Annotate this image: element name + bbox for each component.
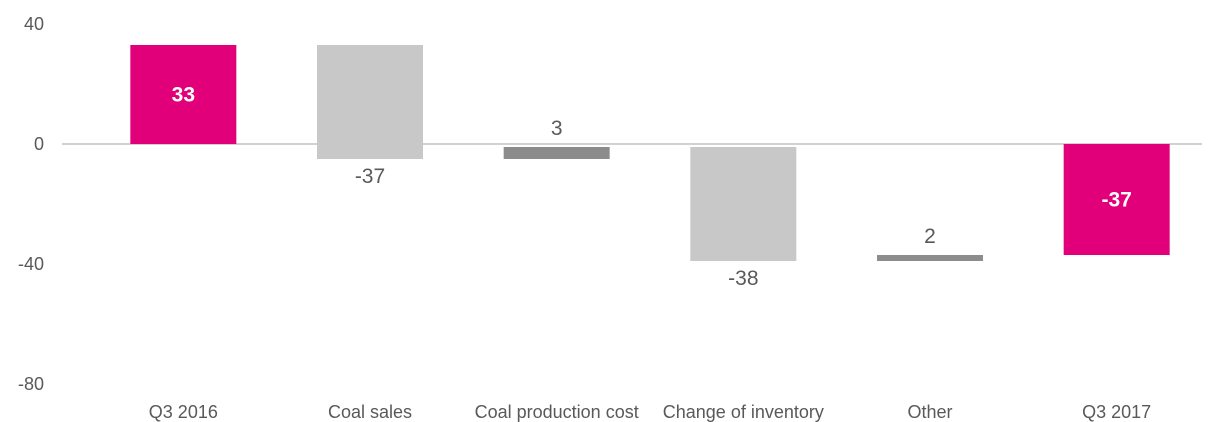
x-category-label: Coal production cost: [475, 402, 639, 422]
y-tick-label: 40: [24, 14, 44, 34]
data-label: 33: [172, 84, 195, 107]
y-tick-label: -80: [18, 374, 44, 394]
bar-5: [877, 255, 983, 261]
x-category-label: Coal sales: [328, 402, 412, 422]
bar-1: [130, 45, 237, 144]
bars-group: [130, 45, 1170, 261]
y-tick-label: -40: [18, 254, 44, 274]
data-label: -37: [355, 165, 385, 188]
data-label: 2: [924, 225, 936, 248]
x-category-label: Change of inventory: [663, 402, 824, 422]
bar-4: [690, 147, 797, 261]
x-axis-categories: Q3 2016 Coal sales Coal production cost Cha…: [149, 402, 1151, 422]
bar-6: [1063, 144, 1170, 255]
data-labels-group: 33 -37 3 -38 2 -37: [172, 84, 1132, 291]
y-tick-label: 0: [34, 134, 44, 154]
x-category-label: Q3 2016: [149, 402, 218, 422]
y-axis-ticks: 40 0 -40 -80: [18, 14, 44, 394]
data-label: 3: [551, 117, 563, 140]
x-category-label: Other: [907, 402, 952, 422]
data-label: -38: [728, 267, 758, 290]
data-label: -37: [1101, 189, 1131, 212]
bar-3: [503, 147, 610, 159]
x-category-label: Q3 2017: [1082, 402, 1151, 422]
bar-2: [317, 45, 423, 159]
